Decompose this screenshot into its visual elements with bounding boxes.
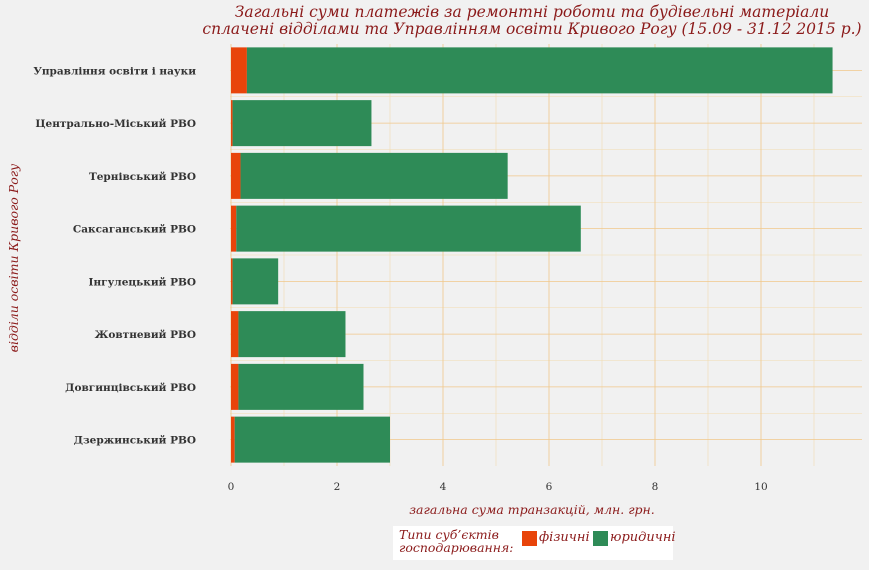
legend-swatch-legal	[593, 531, 608, 546]
category-label: Центрально-Міський РВО	[35, 118, 196, 130]
bar-legal	[238, 311, 346, 358]
category-labels: Управління освіти і науки Центрально-Місь…	[33, 65, 196, 446]
bar-legal	[246, 47, 833, 94]
bar-legal	[236, 205, 581, 252]
bar-physical	[231, 205, 237, 252]
category-label: Саксаганський РВО	[73, 224, 196, 236]
tick-label: 10	[754, 481, 767, 493]
tick-labels: 0 2 4 6 8 10	[228, 481, 768, 493]
tick-label: 2	[334, 481, 341, 493]
legend-label-legal: юридичні	[610, 530, 676, 545]
bar-legal	[232, 258, 279, 305]
bar-physical	[231, 363, 239, 410]
tick-label: 6	[546, 481, 553, 493]
legend-swatch-physical	[522, 531, 537, 546]
bars	[231, 47, 833, 463]
category-label: Інгулецький РВО	[89, 276, 196, 288]
tick-label: 8	[652, 481, 659, 493]
bar-physical	[231, 47, 247, 94]
bar-physical	[231, 311, 239, 358]
bar-physical	[231, 100, 233, 147]
chart-subtitle: сплачені відділами та Управлінням освіти…	[202, 20, 861, 38]
bar-legal	[234, 416, 390, 463]
category-label: Довгинцівський РВО	[65, 382, 196, 394]
bar-physical	[231, 416, 235, 463]
legend-label-physical: фізичні	[539, 530, 590, 545]
legend-title: Типи суб’єктів господарювання:	[399, 527, 514, 555]
category-label: Дзержинський РВО	[74, 435, 196, 447]
tick-label: 4	[440, 481, 447, 493]
chart-title: Загальні суми платежів за ремонтні робот…	[235, 3, 829, 21]
bar-physical	[231, 152, 241, 199]
bar-legal	[238, 363, 364, 410]
category-label: Жовтневий РВО	[95, 329, 196, 341]
bar-physical	[231, 258, 233, 305]
y-axis-label: відділи освіти Кривого Рогу	[6, 163, 21, 352]
category-label: Тернівський РВО	[89, 171, 196, 183]
legend: Типи суб’єктів господарювання: фізичні ю…	[393, 526, 676, 560]
tick-label: 0	[228, 481, 235, 493]
x-axis-label: загальна сума транзакцій, млн. грн.	[409, 502, 655, 517]
bar-legal	[232, 100, 372, 147]
bar-legal	[240, 152, 508, 199]
category-label: Управління освіти і науки	[33, 65, 196, 77]
